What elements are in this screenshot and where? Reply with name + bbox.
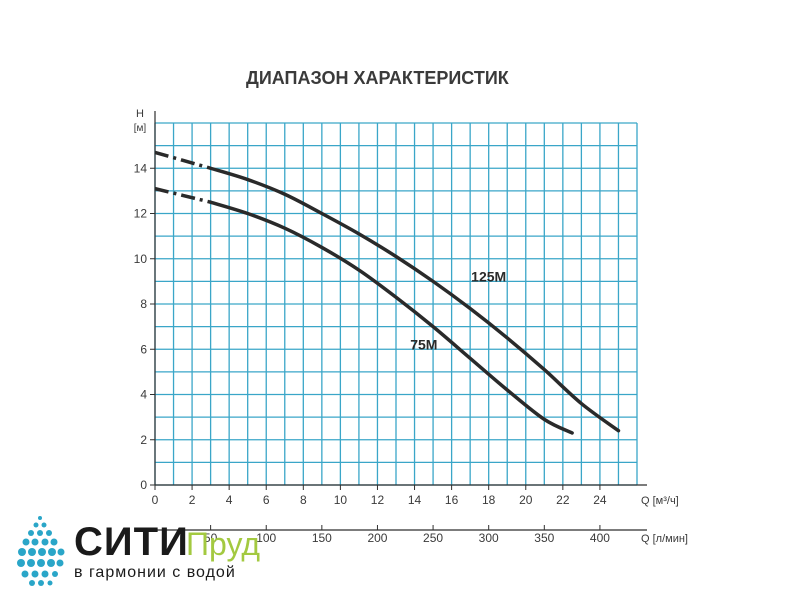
logo-word-city: СИТИ (74, 520, 189, 564)
x2-tick-label: 400 (590, 531, 610, 545)
x2-tick-label: 350 (534, 531, 554, 545)
x-tick-label: 6 (263, 493, 270, 507)
y-tick-label: 0 (140, 478, 147, 492)
logo-tagline: в гармонии с водой (74, 564, 236, 581)
water-drop-icon (17, 516, 65, 586)
x-tick-label: 16 (445, 493, 459, 507)
x-tick-label: 18 (482, 493, 496, 507)
chart-title: ДИАПАЗОН ХАРАКТЕРИСТИК (246, 68, 509, 88)
series-75M-dashed-line (154, 186, 212, 204)
x2-axis-label: Q [л/мин] (641, 533, 688, 545)
y-tick-label: 8 (140, 297, 147, 311)
y-tick-label: 4 (140, 388, 147, 402)
brand-logo: СИТИ Пруд в гармонии с водой (10, 512, 290, 592)
series-125M-line (208, 166, 621, 433)
x2-tick-label: 250 (423, 531, 443, 545)
x-tick-label: 10 (334, 493, 348, 507)
series-75M-line (208, 200, 574, 435)
series-label-75M: 75M (410, 336, 437, 352)
y-axis-unit-label: [м] (134, 123, 147, 134)
x-tick-label: 14 (408, 493, 422, 507)
series-125M-dashed-line (154, 150, 212, 170)
series-label-125M: 125M (471, 268, 506, 284)
x-tick-label: 20 (519, 493, 533, 507)
x2-tick-label: 50 (204, 531, 218, 545)
y-tick-label: 12 (134, 207, 148, 221)
x2-tick-label: 150 (312, 531, 332, 545)
x-tick-label: 24 (593, 493, 607, 507)
y-axis-label: H (136, 108, 144, 120)
x-tick-label: 12 (371, 493, 385, 507)
x2-tick-label: 200 (367, 531, 387, 545)
y-tick-label: 10 (134, 252, 148, 266)
x2-tick-label: 100 (256, 531, 276, 545)
x-tick-label: 4 (226, 493, 233, 507)
x-tick-label: 2 (189, 493, 196, 507)
y-tick-label: 14 (134, 161, 148, 175)
logo-word-prud: Пруд (186, 526, 261, 562)
y-tick-label: 6 (140, 342, 147, 356)
y-tick-label: 2 (140, 433, 147, 447)
x2-tick-label: 300 (479, 531, 499, 545)
x-tick-label: 22 (556, 493, 570, 507)
x-tick-label: 8 (300, 493, 307, 507)
x-tick-label: 0 (152, 493, 159, 507)
x-axis-label: Q [м³/ч] (641, 495, 679, 507)
